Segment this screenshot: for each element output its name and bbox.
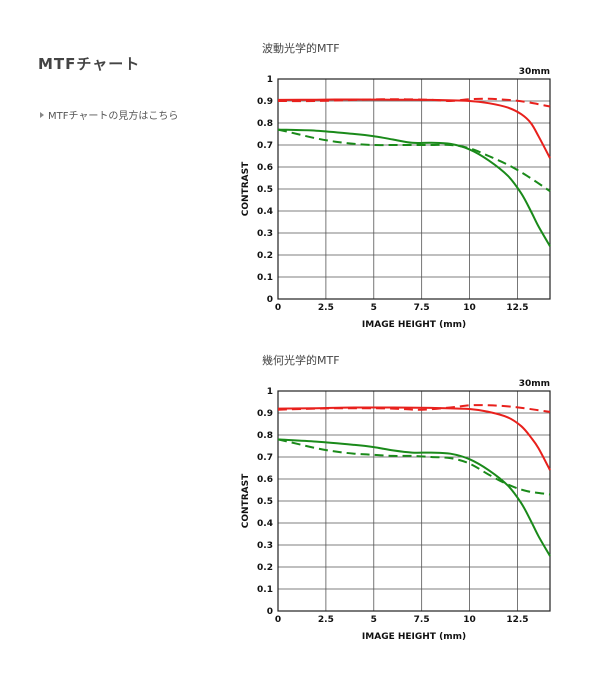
page-title: MTFチャート	[38, 55, 141, 73]
caret-right-icon	[40, 111, 44, 118]
x-tick-label-2: 5	[371, 615, 377, 625]
y-tick-label-2: 0.2	[257, 563, 273, 573]
y-tick-label-7: 0.7	[257, 453, 273, 463]
plot-frame	[277, 78, 551, 300]
y-tick-label-3: 0.3	[257, 229, 273, 239]
focal-length-label: 30mm	[519, 379, 550, 389]
x-tick-label-5: 12.5	[506, 303, 528, 313]
chart-2-title: 幾何光学的MTF	[262, 354, 340, 367]
series-line-3	[277, 438, 551, 496]
y-tick-label-1: 0.1	[257, 585, 273, 595]
mtf-guide-link[interactable]: MTFチャートの見方はこちら	[40, 107, 178, 122]
y-axis-label: CONTRAST	[241, 473, 251, 528]
y-tick-label-9: 0.9	[257, 97, 273, 107]
x-tick-label-0: 0	[275, 303, 281, 313]
chart-1-svg: 00.10.20.30.40.50.60.70.80.910 2.5 5 7.5 10 1…	[241, 67, 551, 330]
y-tick-label-7: 0.7	[257, 141, 273, 151]
y-tick-label-8: 0.8	[257, 119, 273, 129]
mtf-guide-link-label: MTFチャートの見方はこちら	[48, 111, 179, 122]
x-tick-label-5: 12.5	[506, 615, 528, 625]
focal-length-label: 30mm	[519, 67, 550, 77]
y-tick-label-6: 0.6	[257, 475, 273, 485]
x-tick-label-0: 0	[275, 615, 281, 625]
x-tick-label-1: 2.5	[318, 615, 334, 625]
chart-2: 0 0.1 0.2 0.3 0.4 0.5 0.6 0.7 0.8 0.9 1 0 2.5 5 7.5 10 1…	[236, 374, 576, 674]
series-line-2	[277, 128, 551, 247]
y-tick-label-8: 0.8	[257, 431, 273, 441]
series-line-1	[277, 97, 551, 108]
y-tick-label-0: 0	[267, 295, 273, 305]
x-axis-label: IMAGE HEIGHT (mm)	[362, 320, 466, 330]
y-tick-label-3: 0.3	[257, 541, 273, 551]
series-line-1	[277, 404, 551, 413]
chart-2-svg: 00.10.20.30.40.50.60.70.80.910 2.5 5 7.5 10 1…	[241, 379, 551, 642]
y-axis-label: CONTRAST	[241, 161, 251, 216]
x-tick-label-4: 10	[463, 303, 476, 313]
chart-1-title: 波動光学的MTF	[262, 42, 340, 55]
series-line-3	[277, 128, 551, 193]
y-tick-label-2: 0.2	[257, 251, 273, 261]
y-tick-label-1: 0.1	[257, 273, 273, 283]
y-tick-label-0: 0	[267, 607, 273, 617]
x-axis-label: IMAGE HEIGHT (mm)	[362, 632, 466, 642]
y-tick-label-5: 0.5	[257, 185, 273, 195]
series-line-2	[277, 438, 551, 557]
x-tick-label-1: 2.5	[318, 303, 334, 313]
y-tick-label-10: 1	[267, 75, 273, 85]
series-line-0	[277, 406, 551, 471]
y-tick-label-4: 0.4	[257, 207, 273, 217]
chart-1: 0 0.1 0.2 0.3 0.4 0.5 0.6 0.7 0.8 0.9 1 0 2.5 5 7.5 10 1…	[236, 62, 576, 362]
x-tick-label-4: 10	[463, 615, 476, 625]
y-tick-label-10: 1	[267, 387, 273, 397]
y-tick-label-4: 0.4	[257, 519, 273, 529]
series-line-0	[277, 98, 551, 159]
y-tick-label-9: 0.9	[257, 409, 273, 419]
x-tick-label-3: 7.5	[414, 615, 430, 625]
plot-frame	[277, 390, 551, 612]
x-tick-label-3: 7.5	[414, 303, 430, 313]
y-tick-label-6: 0.6	[257, 163, 273, 173]
y-tick-label-5: 0.5	[257, 497, 273, 507]
x-tick-label-2: 5	[371, 303, 377, 313]
